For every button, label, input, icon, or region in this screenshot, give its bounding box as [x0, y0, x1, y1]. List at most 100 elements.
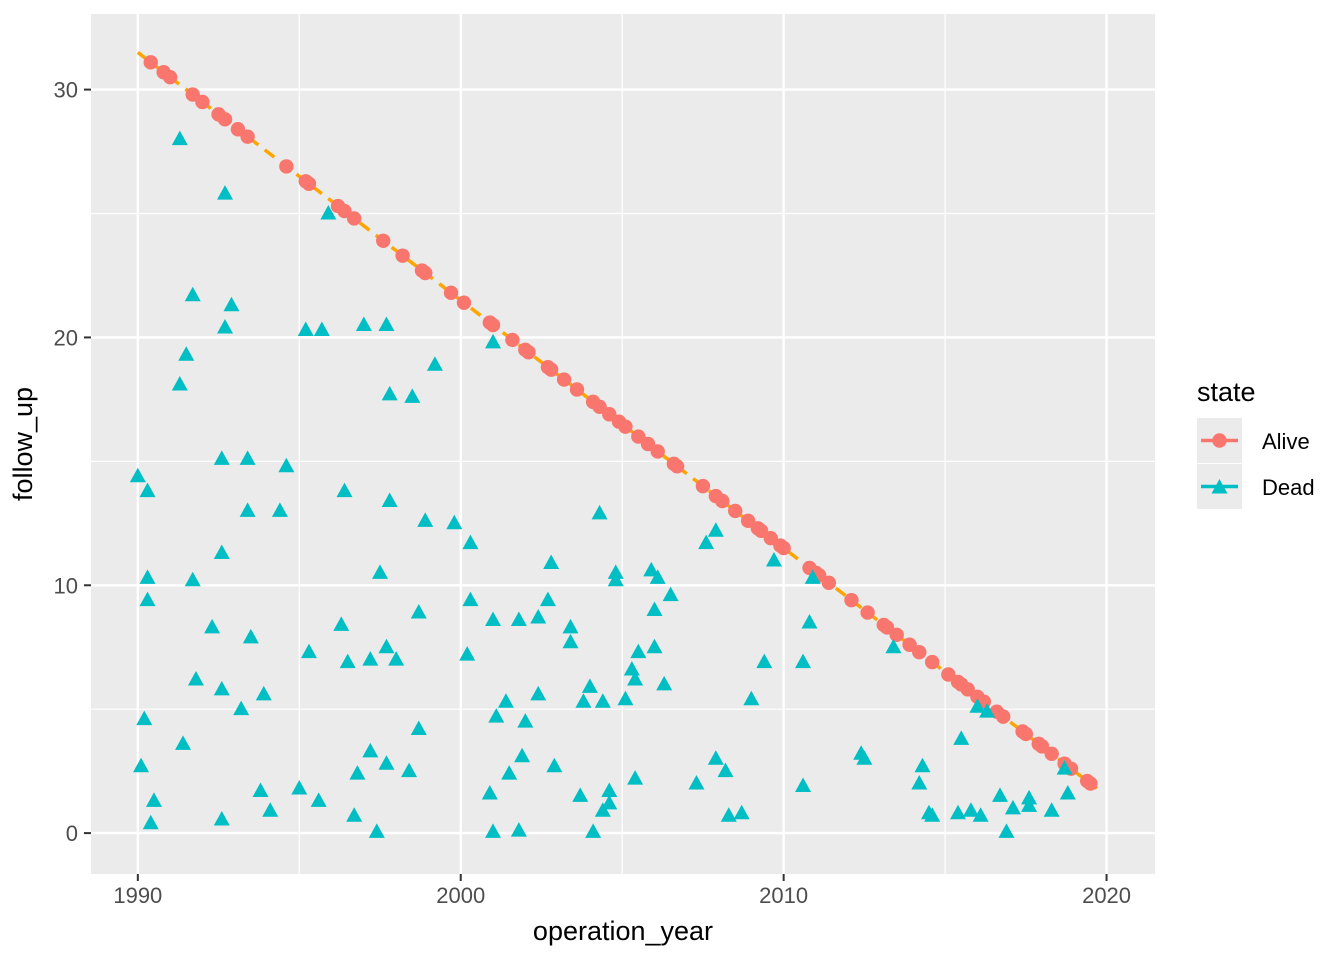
dead-point [233, 700, 250, 716]
dead-point [972, 807, 989, 822]
dead-point [517, 713, 534, 728]
dead-point [501, 765, 518, 780]
dead-point [543, 554, 560, 569]
dead-point [743, 690, 760, 706]
dead-point [562, 633, 579, 649]
dead-point [601, 794, 618, 810]
dead-point [795, 777, 812, 793]
dead-point [801, 613, 818, 629]
dead-point [585, 823, 602, 838]
dead-point [378, 316, 395, 332]
dead-point [171, 376, 188, 391]
dead-point [662, 586, 679, 602]
alive-point [456, 295, 472, 310]
y-tick-label: 10 [54, 573, 78, 598]
dead-point [594, 802, 611, 817]
legend-key-triangle [1211, 479, 1228, 494]
alive-point [912, 644, 927, 660]
dead-point [617, 690, 634, 706]
dead-point [410, 604, 427, 619]
dead-point [962, 802, 979, 817]
dead-point [950, 804, 967, 820]
alive-point [650, 444, 665, 459]
dead-point [497, 693, 514, 708]
dead-point [213, 680, 230, 696]
alive-point [301, 176, 317, 191]
dead-point [349, 765, 366, 780]
dead-point [213, 544, 230, 560]
dead-point [313, 321, 330, 336]
dead-point [362, 742, 379, 758]
dead-point [404, 388, 421, 403]
dead-point [217, 319, 234, 334]
dead-point [720, 807, 737, 822]
alive-point [240, 129, 255, 144]
x-tick-label: 1990 [113, 883, 162, 908]
dead-point [239, 450, 256, 465]
dead-point [530, 685, 547, 701]
alive-point [889, 627, 904, 643]
dead-point [184, 286, 201, 302]
dead-point [1059, 784, 1076, 800]
dead-point [129, 467, 146, 483]
alive-point [376, 233, 391, 248]
dead-point [339, 653, 356, 669]
dead-point [581, 678, 598, 693]
dead-point [733, 804, 750, 820]
alive-point [395, 248, 410, 263]
dead-point [698, 534, 715, 550]
alive-point [443, 285, 459, 301]
dead-point [291, 779, 308, 795]
dead-point [539, 591, 556, 607]
dead-point [575, 693, 592, 708]
alive-point [618, 419, 633, 434]
dead-point [175, 735, 192, 750]
dead-point [607, 564, 624, 579]
dead-point [213, 450, 230, 465]
dead-point [627, 770, 644, 785]
dead-point [378, 638, 395, 654]
dead-point [646, 638, 663, 654]
dead-point [171, 130, 188, 146]
dead-point [145, 792, 162, 807]
dead-point [856, 750, 873, 765]
dead-point [1021, 789, 1038, 805]
dead-point [562, 618, 579, 634]
alive-point [996, 709, 1011, 724]
dead-point [271, 502, 288, 517]
dead-point [627, 670, 644, 686]
alive-point [695, 478, 711, 494]
dead-point [242, 628, 259, 644]
alive-point [143, 55, 158, 70]
x-tick-label: 2020 [1082, 883, 1131, 908]
dead-point [481, 784, 498, 800]
dead-point [510, 611, 527, 626]
dead-point [885, 638, 902, 654]
dead-point [485, 611, 502, 626]
dead-point [278, 457, 295, 473]
alive-point [162, 69, 178, 85]
dead-point [178, 346, 195, 361]
alive-point [521, 345, 536, 360]
dead-point [381, 385, 398, 401]
dead-point [139, 569, 156, 584]
dead-point [485, 823, 502, 838]
dead-point [401, 762, 418, 778]
dead-point [388, 651, 405, 666]
alive-point [844, 592, 859, 608]
alive-point [569, 382, 585, 397]
alive-point [1018, 726, 1034, 742]
dead-point [643, 561, 660, 577]
dead-point [417, 512, 434, 527]
dead-point [446, 514, 463, 530]
dead-point [630, 643, 647, 659]
dead-point [1021, 797, 1038, 812]
dead-point [485, 333, 502, 349]
dead-point [646, 601, 663, 617]
dead-point [378, 755, 395, 770]
dead-point [355, 316, 372, 332]
dead-point [1004, 799, 1021, 815]
plot-generated-layer: 1990 2000 2010 2020 0 10 20 30 [54, 14, 1242, 908]
alive-point [485, 317, 501, 333]
